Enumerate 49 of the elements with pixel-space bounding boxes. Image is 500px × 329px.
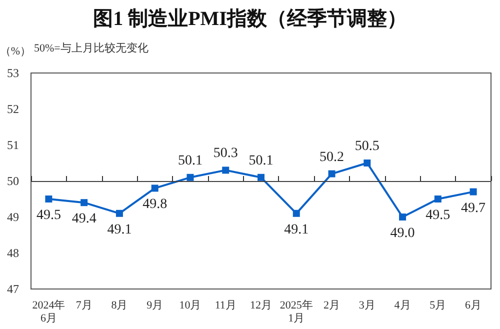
x-tick-label: 2024年 6月 bbox=[32, 300, 66, 324]
point bbox=[399, 214, 406, 220]
data-label: 49.1 bbox=[284, 222, 309, 238]
data-label: 49.5 bbox=[426, 208, 450, 223]
data-label: 50.2 bbox=[320, 150, 344, 165]
x-tick-label: 6月 bbox=[465, 300, 482, 312]
x-tick-label: 4月 bbox=[394, 300, 411, 312]
point bbox=[186, 174, 194, 181]
y-tick-label: 52 bbox=[7, 102, 19, 116]
data-label: 49.8 bbox=[142, 197, 168, 212]
point bbox=[364, 160, 371, 166]
data-label: 49.7 bbox=[461, 200, 486, 216]
point bbox=[328, 170, 336, 178]
y-tick-label: 47 bbox=[7, 282, 19, 296]
point bbox=[222, 166, 230, 174]
x-tick-label: 9月 bbox=[146, 300, 164, 312]
x-tick-label: 11月 bbox=[214, 300, 236, 312]
data-label: 50.1 bbox=[178, 153, 202, 168]
y-tick-label: 49 bbox=[7, 210, 19, 224]
x-tick-label: 12月 bbox=[250, 300, 272, 312]
y-tick-label: 48 bbox=[7, 246, 19, 260]
data-label: 49.4 bbox=[72, 212, 96, 227]
point bbox=[151, 184, 158, 192]
data-label: 49.1 bbox=[107, 222, 132, 238]
point bbox=[258, 174, 264, 181]
data-label: 49.5 bbox=[36, 208, 61, 223]
point bbox=[434, 196, 442, 202]
x-tick-label: 7月 bbox=[76, 300, 92, 312]
point bbox=[80, 199, 88, 206]
x-tick-label: 5月 bbox=[430, 300, 446, 312]
y-tick-label: 50 bbox=[7, 174, 19, 188]
x-tick-label: 8月 bbox=[111, 300, 128, 312]
point bbox=[116, 210, 123, 217]
data-label: 50.3 bbox=[213, 146, 238, 162]
chart-title: 图1 制造业PMI指数（经季节调整） bbox=[93, 7, 407, 30]
data-label: 49.0 bbox=[390, 226, 415, 241]
point bbox=[292, 210, 300, 217]
x-tick-label: 2月 bbox=[324, 300, 340, 312]
data-label: 50.5 bbox=[354, 139, 380, 154]
text: 50%=与上月比较无变化 bbox=[34, 42, 148, 54]
point bbox=[470, 188, 477, 196]
data-label: 50.1 bbox=[248, 153, 274, 168]
point bbox=[45, 196, 52, 202]
y-tick-label: 53 bbox=[7, 66, 19, 80]
x-tick-label: 10月 bbox=[179, 300, 202, 312]
y-tick-label: 51 bbox=[7, 138, 19, 152]
y-axis-title: （%） bbox=[0, 46, 31, 58]
x-tick-label: 2025年 1月 bbox=[280, 300, 313, 324]
x-tick-label: 3月 bbox=[358, 300, 376, 312]
